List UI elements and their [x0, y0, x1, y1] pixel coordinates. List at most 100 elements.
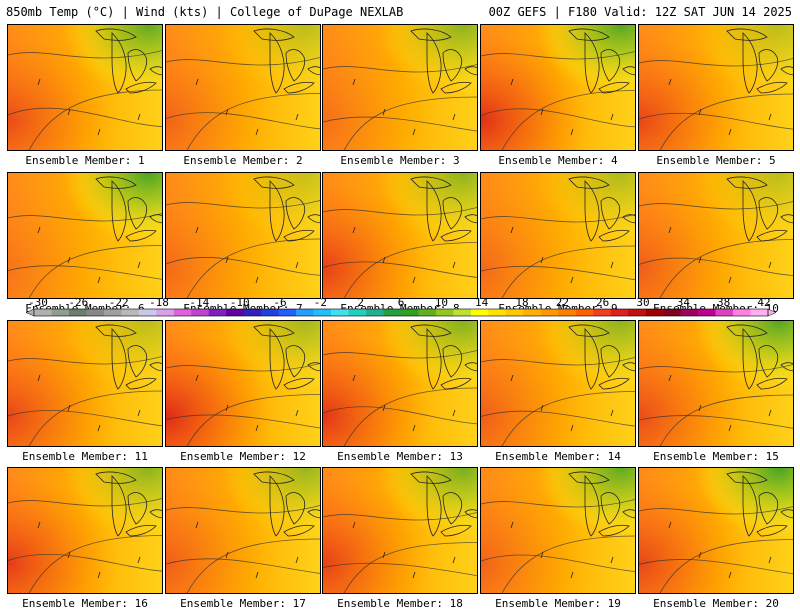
ensemble-member-map	[165, 172, 321, 299]
ensemble-member-map	[480, 467, 636, 594]
colorbar-tick-label: -2	[314, 296, 327, 309]
ensemble-member-label: Ensemble Member: 11	[22, 450, 148, 463]
map-title: 850mb Temp (°C) | Wind (kts) | College o…	[6, 5, 404, 19]
ensemble-member-label: Ensemble Member: 17	[180, 597, 306, 610]
colorbar-swatch	[488, 309, 507, 316]
ensemble-member-label: Ensemble Member: 20	[653, 597, 779, 610]
colorbar-swatch	[523, 309, 542, 316]
colorbar-swatch	[191, 309, 210, 316]
ensemble-member-label: Ensemble Member: 12	[180, 450, 306, 463]
colorbar-tick-label: -10	[230, 296, 250, 309]
colorbar-swatch	[575, 309, 594, 316]
ensemble-member-map	[7, 24, 163, 151]
colorbar-swatch	[226, 309, 245, 316]
colorbar-swatch	[663, 309, 681, 316]
colorbar-swatch	[34, 309, 52, 316]
ensemble-member-map	[480, 172, 636, 299]
colorbar-swatch	[86, 309, 105, 316]
colorbar-swatch	[435, 309, 454, 316]
colorbar-swatch	[313, 309, 332, 316]
colorbar-swatch	[628, 309, 646, 316]
colorbar-min-arrow	[25, 308, 35, 317]
ensemble-member-map	[638, 467, 794, 594]
ensemble-member-map	[480, 320, 636, 447]
colorbar-swatch	[138, 309, 157, 316]
colorbar-swatch	[348, 309, 367, 316]
colorbar-swatch	[733, 309, 751, 316]
colorbar-swatch	[470, 309, 489, 316]
colorbar-tick-label: -6	[273, 296, 286, 309]
colorbar-tick-label: 14	[475, 296, 489, 309]
ensemble-member-label: Ensemble Member: 14	[495, 450, 621, 463]
colorbar-tick-label: 38	[717, 296, 730, 309]
colorbar-swatch	[51, 309, 70, 316]
run-valid-time: 00Z GEFS | F180 Valid: 12Z SAT JUN 14 20…	[488, 5, 792, 19]
ensemble-member-map	[322, 467, 478, 594]
ensemble-member-map	[165, 24, 321, 151]
colorbar-tick-label: 34	[677, 296, 691, 309]
ensemble-member-map	[7, 172, 163, 299]
colorbar-swatch	[208, 309, 227, 316]
ensemble-member-map	[165, 320, 321, 447]
colorbar-tick-label: 30	[636, 296, 649, 309]
colorbar-tick-label: -18	[149, 296, 169, 309]
ensemble-member-label: Ensemble Member: 19	[495, 597, 621, 610]
colorbar-tick-label: 2	[357, 296, 364, 309]
colorbar-tick-label: 22	[556, 296, 569, 309]
ensemble-member-label: Ensemble Member: 4	[498, 154, 618, 167]
ensemble-member-map	[480, 24, 636, 151]
ensemble-member-map	[165, 467, 321, 594]
temperature-colorbar: -30 -26 -22 -18 -14 -10 -6 -2 2 6 10 14 18 22 26 30 34 38…	[25, 296, 777, 317]
colorbar-swatch	[540, 309, 559, 316]
colorbar-max-arrow	[767, 308, 777, 317]
colorbar-swatch	[680, 309, 699, 316]
ensemble-member-map	[7, 320, 163, 447]
ensemble-member-map	[322, 24, 478, 151]
colorbar-swatch	[296, 309, 314, 316]
ensemble-member-label: Ensemble Member: 13	[337, 450, 463, 463]
colorbar-swatch	[103, 309, 122, 316]
colorbar-swatch	[610, 309, 629, 316]
colorbar-tick-label: 42	[757, 296, 770, 309]
colorbar-tick-label: -14	[189, 296, 209, 309]
colorbar-swatch	[68, 309, 87, 316]
colorbar-swatch	[331, 309, 349, 316]
ensemble-member-label: Ensemble Member: 16	[22, 597, 148, 610]
colorbar-swatch	[173, 309, 192, 316]
colorbar-swatch	[278, 309, 297, 316]
colorbar-swatch	[366, 309, 384, 316]
colorbar-swatch	[715, 309, 734, 316]
ensemble-member-map	[322, 172, 478, 299]
colorbar-swatch	[505, 309, 524, 316]
colorbar-swatch	[383, 309, 402, 316]
ensemble-member-map	[638, 172, 794, 299]
colorbar-swatch	[453, 309, 472, 316]
ensemble-member-label: Ensemble Member: 2	[183, 154, 303, 167]
ensemble-member-label: Ensemble Member: 3	[340, 154, 460, 167]
colorbar-tick-label: 18	[515, 296, 528, 309]
ensemble-member-label: Ensemble Member: 1	[25, 154, 145, 167]
colorbar-swatch	[698, 309, 716, 316]
colorbar-swatch	[750, 309, 769, 316]
colorbar-tick-label: 26	[596, 296, 609, 309]
colorbar-tick-label: -26	[68, 296, 88, 309]
colorbar-swatch	[593, 309, 612, 316]
colorbar-tick-label: -30	[28, 296, 48, 309]
colorbar-swatch	[156, 309, 175, 316]
ensemble-member-map	[638, 24, 794, 151]
colorbar-swatch	[121, 309, 140, 316]
ensemble-member-map	[322, 320, 478, 447]
ensemble-member-label: Ensemble Member: 5	[656, 154, 776, 167]
colorbar-tick-label: -22	[109, 296, 129, 309]
colorbar-tick-label: 10	[435, 296, 448, 309]
ensemble-member-label: Ensemble Member: 18	[337, 597, 463, 610]
ensemble-member-map	[7, 467, 163, 594]
colorbar-swatch	[243, 309, 262, 316]
colorbar-tick-label: 6	[398, 296, 405, 309]
colorbar-swatch	[645, 309, 664, 316]
ensemble-member-label: Ensemble Member: 15	[653, 450, 779, 463]
colorbar-swatch	[558, 309, 577, 316]
ensemble-member-map	[638, 320, 794, 447]
colorbar-swatch	[261, 309, 279, 316]
colorbar-swatch	[418, 309, 437, 316]
